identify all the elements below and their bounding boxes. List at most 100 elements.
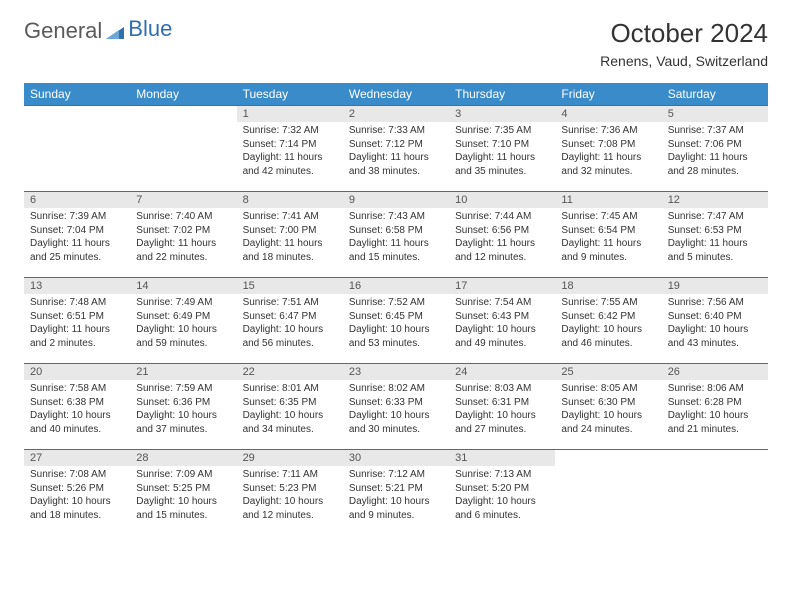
- day-content: Sunrise: 7:37 AMSunset: 7:06 PMDaylight:…: [662, 122, 768, 182]
- calendar-row: 27Sunrise: 7:08 AMSunset: 5:26 PMDayligh…: [24, 450, 768, 536]
- day-content: Sunrise: 7:47 AMSunset: 6:53 PMDaylight:…: [662, 208, 768, 268]
- day-number: 5: [662, 106, 768, 122]
- sunrise-line: Sunrise: 7:58 AM: [30, 382, 124, 396]
- sunset-line: Sunset: 7:02 PM: [136, 224, 230, 238]
- calendar-empty-cell: [555, 450, 661, 536]
- calendar-day-cell: 8Sunrise: 7:41 AMSunset: 7:00 PMDaylight…: [237, 192, 343, 278]
- daylight-line: Daylight: 10 hours and 27 minutes.: [455, 409, 549, 436]
- day-content: Sunrise: 7:08 AMSunset: 5:26 PMDaylight:…: [24, 466, 130, 526]
- daylight-line: Daylight: 11 hours and 9 minutes.: [561, 237, 655, 264]
- day-content: Sunrise: 7:44 AMSunset: 6:56 PMDaylight:…: [449, 208, 555, 268]
- calendar-day-cell: 6Sunrise: 7:39 AMSunset: 7:04 PMDaylight…: [24, 192, 130, 278]
- sunrise-line: Sunrise: 7:47 AM: [668, 210, 762, 224]
- sunrise-line: Sunrise: 7:32 AM: [243, 124, 337, 138]
- day-number: 4: [555, 106, 661, 122]
- day-number: 31: [449, 450, 555, 466]
- day-number: 6: [24, 192, 130, 208]
- calendar-day-cell: 3Sunrise: 7:35 AMSunset: 7:10 PMDaylight…: [449, 106, 555, 192]
- daylight-line: Daylight: 11 hours and 32 minutes.: [561, 151, 655, 178]
- calendar-day-cell: 26Sunrise: 8:06 AMSunset: 6:28 PMDayligh…: [662, 364, 768, 450]
- day-content: Sunrise: 7:09 AMSunset: 5:25 PMDaylight:…: [130, 466, 236, 526]
- sunrise-line: Sunrise: 7:54 AM: [455, 296, 549, 310]
- daylight-line: Daylight: 10 hours and 24 minutes.: [561, 409, 655, 436]
- calendar-row: 6Sunrise: 7:39 AMSunset: 7:04 PMDaylight…: [24, 192, 768, 278]
- daylight-line: Daylight: 10 hours and 12 minutes.: [243, 495, 337, 522]
- calendar-day-cell: 18Sunrise: 7:55 AMSunset: 6:42 PMDayligh…: [555, 278, 661, 364]
- calendar-body: 1 Sunrise: 7:32 AMSunset: 7:14 PM Daylight…: [24, 106, 768, 536]
- calendar-head: SundayMondayTuesdayWednesdayThursdayFrid…: [24, 83, 768, 106]
- calendar-day-cell: 1Sunrise: 7:32 AMSunset: 7:14 PMDaylight…: [237, 106, 343, 192]
- day-content: Sunrise: 7:56 AMSunset: 6:40 PMDaylight:…: [662, 294, 768, 354]
- day-number: 18: [555, 278, 661, 294]
- calendar-day-cell: 30Sunrise: 7:12 AMSunset: 5:21 PMDayligh…: [343, 450, 449, 536]
- daylight-line: Daylight: 10 hours and 18 minutes.: [30, 495, 124, 522]
- sunset-line: Sunset: 7:10 PM: [455, 138, 549, 152]
- calendar-day-cell: 21Sunrise: 7:59 AMSunset: 6:36 PMDayligh…: [130, 364, 236, 450]
- calendar-day-cell: 16Sunrise: 7:52 AMSunset: 6:45 PMDayligh…: [343, 278, 449, 364]
- day-number: 27: [24, 450, 130, 466]
- sunset-line: Sunset: 5:21 PM: [349, 482, 443, 496]
- sunrise-line: Sunrise: 8:01 AM: [243, 382, 337, 396]
- calendar-day-cell: 14Sunrise: 7:49 AMSunset: 6:49 PMDayligh…: [130, 278, 236, 364]
- sunset-line: Sunset: 6:56 PM: [455, 224, 549, 238]
- sunrise-line: Sunrise: 7:56 AM: [668, 296, 762, 310]
- daylight-line: Daylight: 10 hours and 53 minutes.: [349, 323, 443, 350]
- sunset-line: Sunset: 7:04 PM: [30, 224, 124, 238]
- daylight-line: Daylight: 10 hours and 37 minutes.: [136, 409, 230, 436]
- calendar-day-cell: 19Sunrise: 7:56 AMSunset: 6:40 PMDayligh…: [662, 278, 768, 364]
- day-number: 24: [449, 364, 555, 380]
- calendar-day-cell: 31Sunrise: 7:13 AMSunset: 5:20 PMDayligh…: [449, 450, 555, 536]
- sunset-line: Sunset: 7:12 PM: [349, 138, 443, 152]
- day-content: Sunrise: 7:59 AMSunset: 6:36 PMDaylight:…: [130, 380, 236, 440]
- sunrise-line: Sunrise: 7:48 AM: [30, 296, 124, 310]
- calendar-row: 20Sunrise: 7:58 AMSunset: 6:38 PMDayligh…: [24, 364, 768, 450]
- day-content: Sunrise: 7:12 AMSunset: 5:21 PMDaylight:…: [343, 466, 449, 526]
- sunset-line: Sunset: 7:08 PM: [561, 138, 655, 152]
- calendar-day-cell: 28Sunrise: 7:09 AMSunset: 5:25 PMDayligh…: [130, 450, 236, 536]
- sunset-line: Sunset: 6:43 PM: [455, 310, 549, 324]
- calendar-empty-cell: [130, 106, 236, 192]
- daylight-line: Daylight: 10 hours and 30 minutes.: [349, 409, 443, 436]
- sunrise-line: Sunrise: 7:40 AM: [136, 210, 230, 224]
- day-number: 25: [555, 364, 661, 380]
- day-number: 19: [662, 278, 768, 294]
- sunrise-line: Sunrise: 7:09 AM: [136, 468, 230, 482]
- daylight-line: Daylight: 10 hours and 15 minutes.: [136, 495, 230, 522]
- sunrise-line: Sunrise: 7:12 AM: [349, 468, 443, 482]
- day-number: 10: [449, 192, 555, 208]
- day-content: Sunrise: 7:11 AMSunset: 5:23 PMDaylight:…: [237, 466, 343, 526]
- sunrise-line: Sunrise: 7:08 AM: [30, 468, 124, 482]
- calendar-day-cell: 20Sunrise: 7:58 AMSunset: 6:38 PMDayligh…: [24, 364, 130, 450]
- calendar-table: SundayMondayTuesdayWednesdayThursdayFrid…: [24, 83, 768, 536]
- sunset-line: Sunset: 6:49 PM: [136, 310, 230, 324]
- day-number: 8: [237, 192, 343, 208]
- title-block: October 2024 Renens, Vaud, Switzerland: [600, 18, 768, 69]
- sunset-line: Sunset: 6:42 PM: [561, 310, 655, 324]
- day-number: 9: [343, 192, 449, 208]
- calendar-day-cell: 15Sunrise: 7:51 AMSunset: 6:47 PMDayligh…: [237, 278, 343, 364]
- daylight-line: Daylight: 11 hours and 12 minutes.: [455, 237, 549, 264]
- sunrise-line: Sunrise: 7:44 AM: [455, 210, 549, 224]
- calendar-day-cell: 29Sunrise: 7:11 AMSunset: 5:23 PMDayligh…: [237, 450, 343, 536]
- sunrise-line: Sunrise: 7:55 AM: [561, 296, 655, 310]
- calendar-empty-cell: [24, 106, 130, 192]
- daylight-line: Daylight: 10 hours and 43 minutes.: [668, 323, 762, 350]
- day-content: Sunrise: 7:43 AMSunset: 6:58 PMDaylight:…: [343, 208, 449, 268]
- day-content: Sunrise: 8:01 AMSunset: 6:35 PMDaylight:…: [237, 380, 343, 440]
- logo-text-blue: Blue: [128, 16, 172, 42]
- calendar-day-cell: 9Sunrise: 7:43 AMSunset: 6:58 PMDaylight…: [343, 192, 449, 278]
- day-number: 29: [237, 450, 343, 466]
- sunset-line: Sunset: 5:25 PM: [136, 482, 230, 496]
- sunset-line: Sunset: 7:14 PM: [243, 138, 337, 152]
- sunrise-line: Sunrise: 7:33 AM: [349, 124, 443, 138]
- weekday-header: Sunday: [24, 83, 130, 106]
- day-number: 1: [237, 106, 343, 122]
- sunset-line: Sunset: 5:26 PM: [30, 482, 124, 496]
- day-number: 21: [130, 364, 236, 380]
- day-content: Sunrise: 7:33 AMSunset: 7:12 PMDaylight:…: [343, 122, 449, 182]
- sunrise-line: Sunrise: 7:59 AM: [136, 382, 230, 396]
- weekday-header: Thursday: [449, 83, 555, 106]
- logo: General Blue: [24, 18, 172, 44]
- sunset-line: Sunset: 6:47 PM: [243, 310, 337, 324]
- day-number: 23: [343, 364, 449, 380]
